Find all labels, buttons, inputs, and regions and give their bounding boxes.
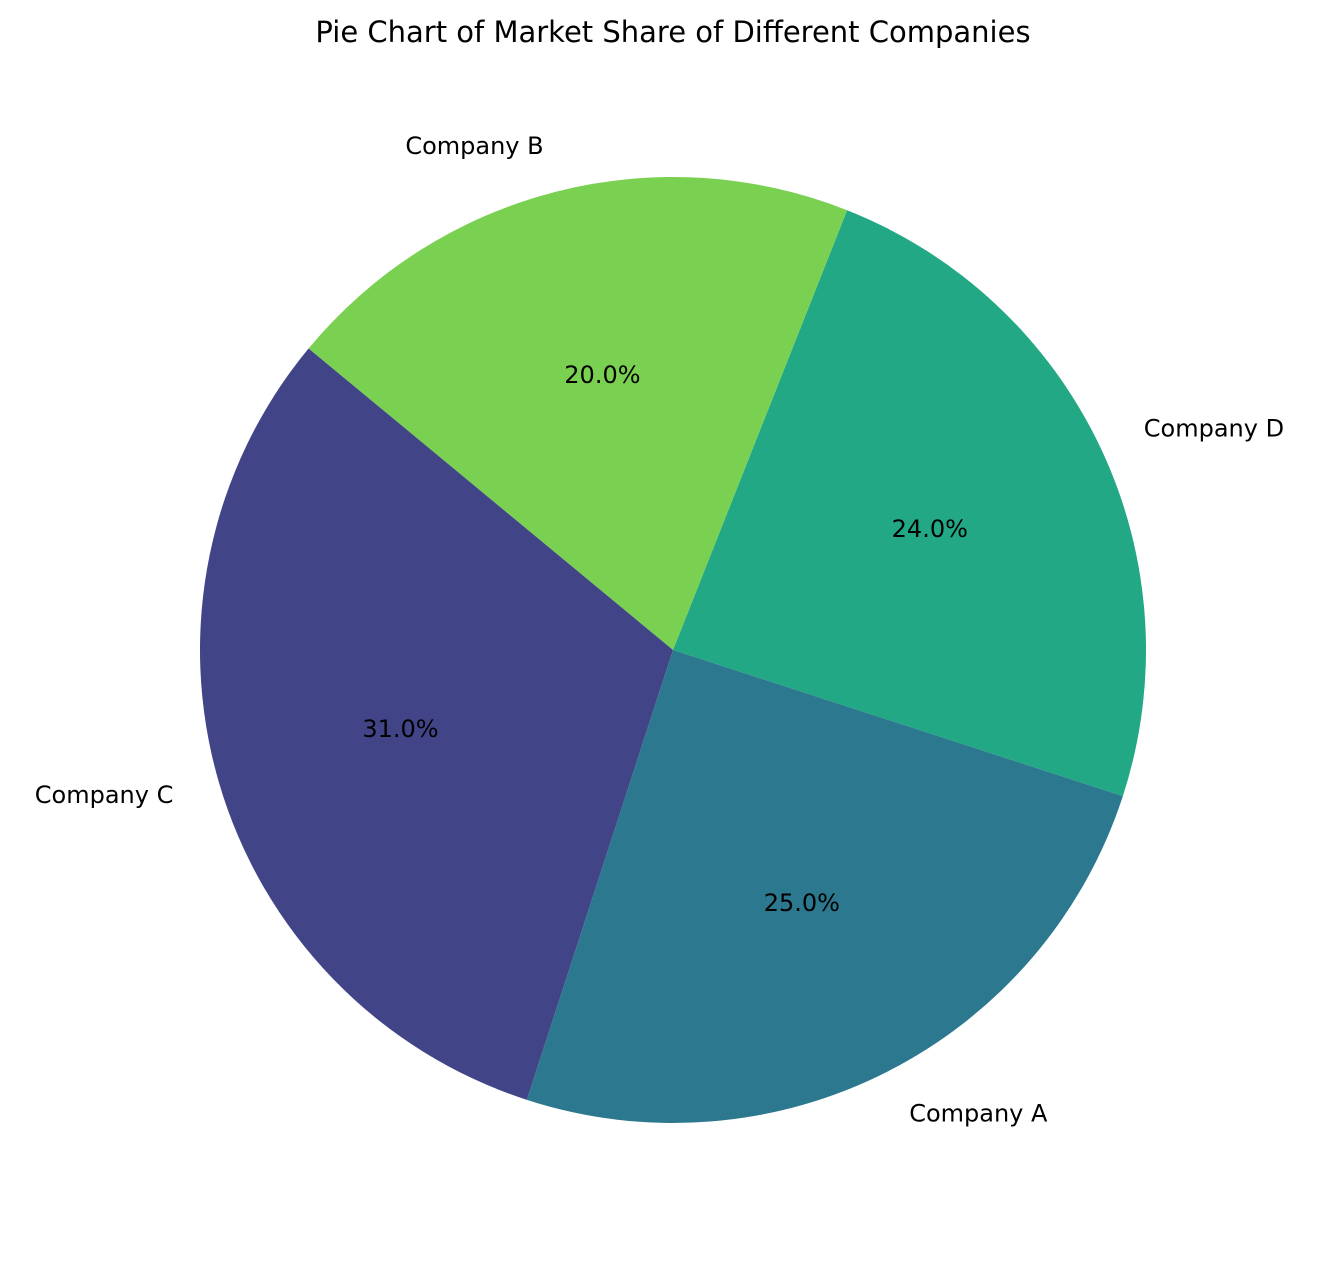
slice-label-company-b: Company B [405,132,543,160]
slice-percent-company-d: 24.0% [892,515,968,543]
pie-slice-company-b [308,177,848,651]
pie-slice-company-c [199,348,673,1100]
slice-percent-company-a: 25.0% [764,889,840,917]
pie-slice-company-d [673,210,1146,797]
slice-percent-company-c: 31.0% [362,715,438,743]
chart-title: Pie Chart of Market Share of Different C… [315,15,1030,49]
slice-percent-company-b: 20.0% [564,361,640,389]
pie-slices [199,177,1146,1123]
slice-label-company-d: Company D [1144,414,1284,442]
pie-labels: Company D 24.0% Company B 20.0% Company C 31.… [35,132,1284,1128]
slice-label-company-c: Company C [35,781,174,809]
slice-label-company-a: Company A [909,1100,1048,1128]
pie-slice-company-a [526,650,1123,1123]
